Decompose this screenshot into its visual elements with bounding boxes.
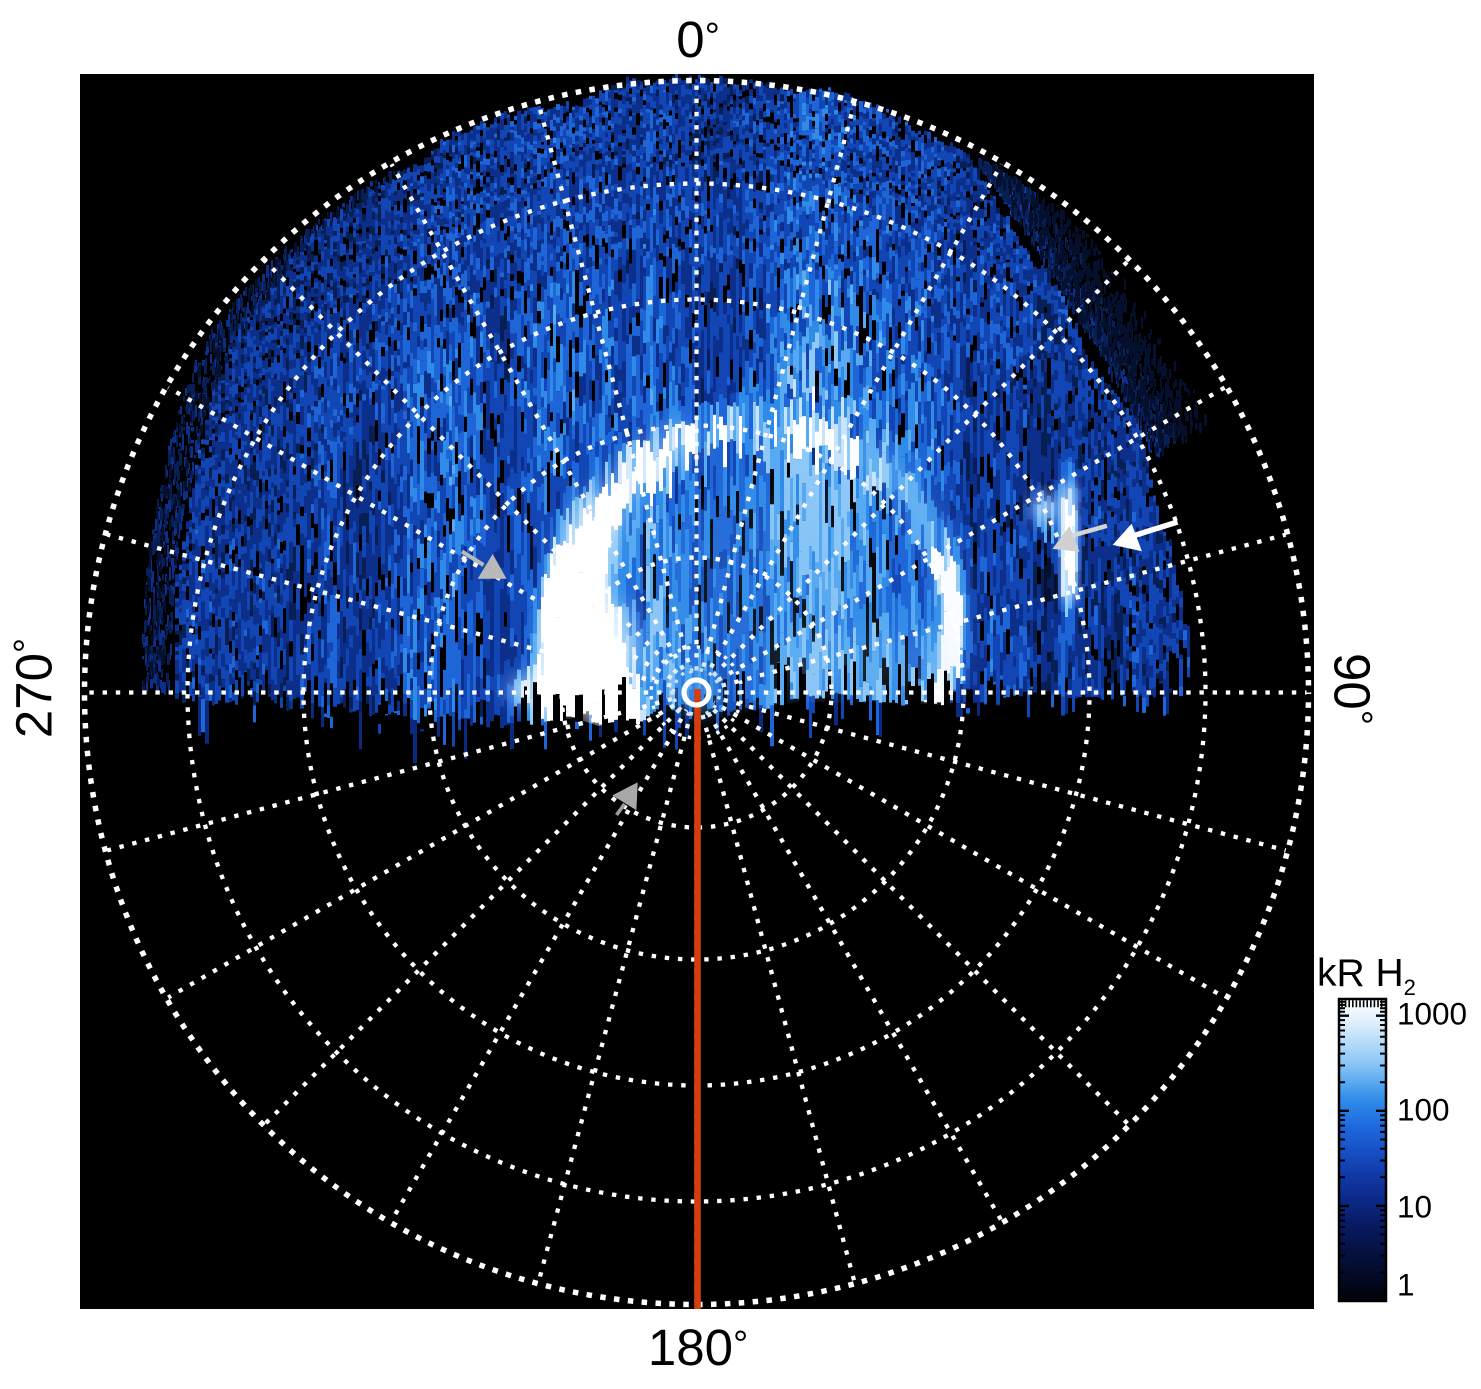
svg-text:10: 10 (1397, 1188, 1432, 1224)
svg-text:kR H2: kR H2 (1317, 952, 1416, 1000)
svg-text:1: 1 (1397, 1266, 1415, 1302)
svg-text:0°: 0° (676, 11, 720, 68)
svg-text:270°: 270° (5, 638, 62, 738)
svg-text:100: 100 (1397, 1091, 1450, 1127)
svg-text:1000: 1000 (1397, 995, 1467, 1031)
svg-text:180°: 180° (648, 1319, 748, 1376)
